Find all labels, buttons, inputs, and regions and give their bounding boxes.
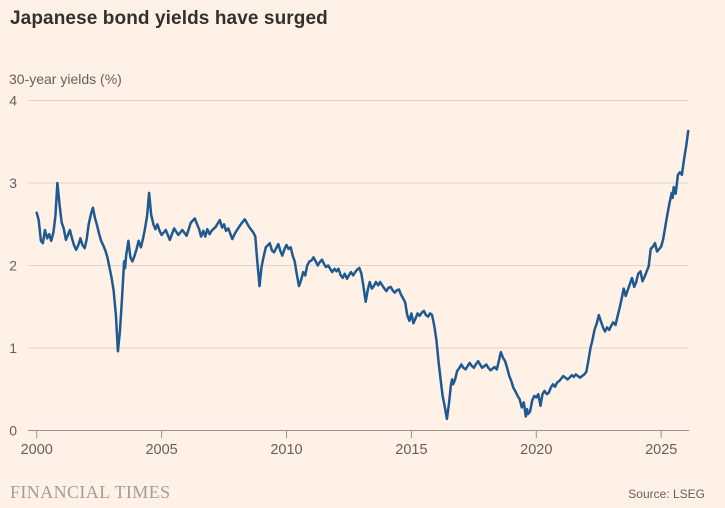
chart-subtitle: 30-year yields (%)	[9, 71, 122, 87]
y-tick-label: 4	[9, 93, 17, 109]
financial-times-logo-text: FINANCIAL TIMES	[10, 482, 171, 502]
y-tick-label: 2	[9, 258, 17, 274]
source-label: Source: LSEG	[628, 487, 705, 501]
y-tick-label: 3	[9, 175, 17, 191]
yield-line-series	[35, 129, 690, 421]
x-tick-label: 2010	[270, 442, 302, 458]
x-tick-label: 2025	[645, 442, 677, 458]
x-tick-label: 2005	[145, 442, 177, 458]
x-tick-label: 2015	[395, 442, 427, 458]
y-tick-label: 0	[9, 423, 17, 439]
x-tick-label: 2000	[21, 442, 53, 458]
y-tick-label: 1	[9, 340, 17, 356]
x-tick-label: 2020	[520, 442, 552, 458]
chart-title: Japanese bond yields have surged	[10, 8, 328, 29]
